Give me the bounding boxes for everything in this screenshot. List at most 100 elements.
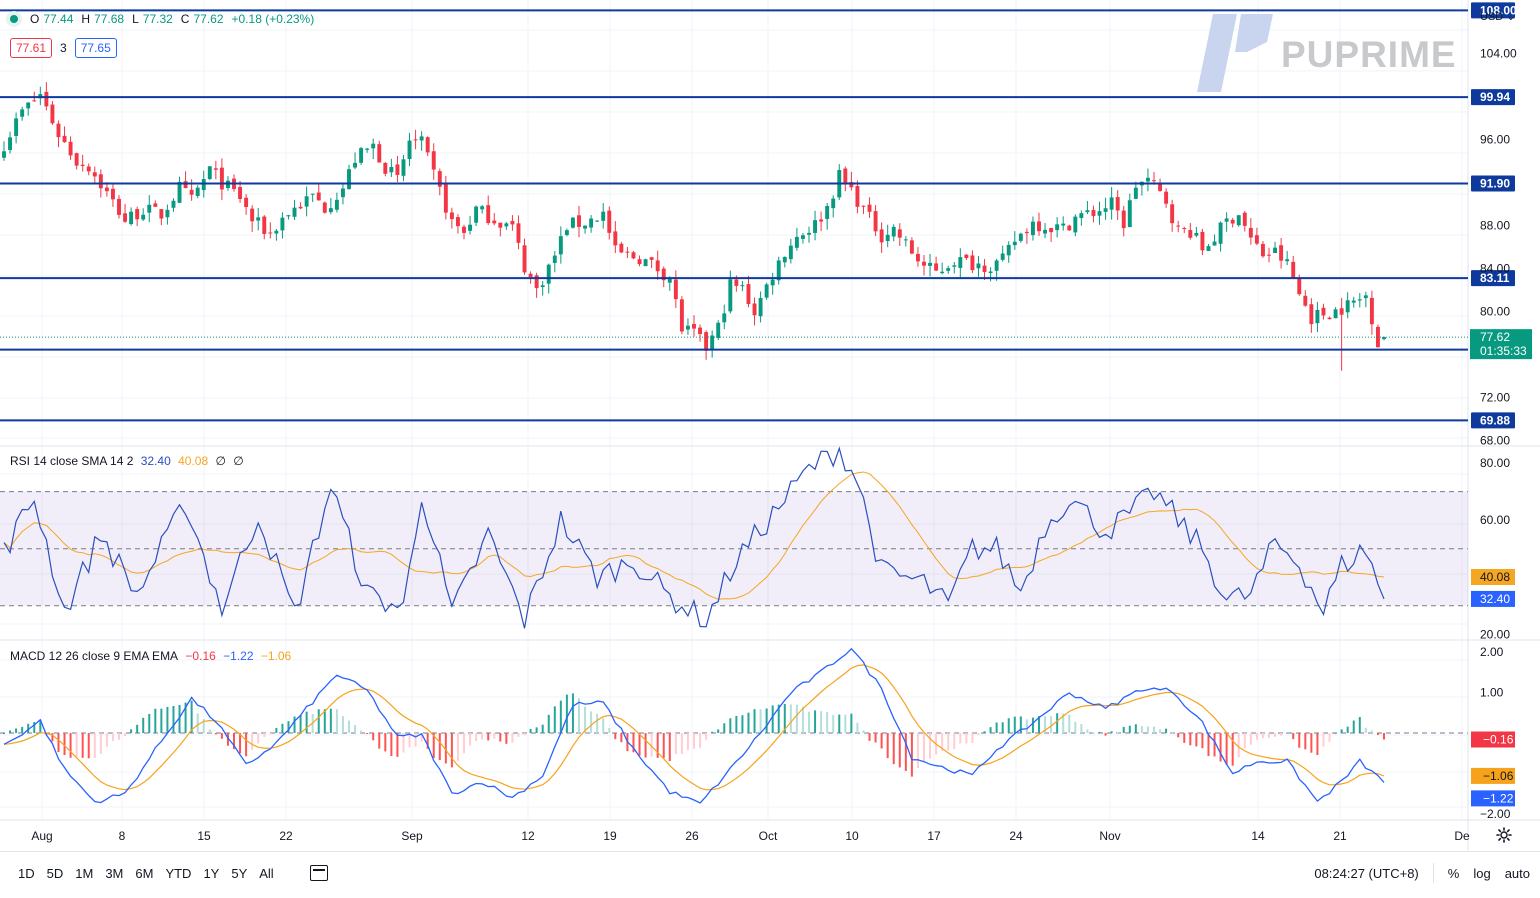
candle [607, 206, 612, 240]
macd-value-tag-label: −1.22 [1483, 791, 1514, 805]
timeframe-5y[interactable]: 5Y [231, 865, 248, 881]
candle [782, 256, 787, 268]
time-axis-tick: Sep [401, 829, 423, 843]
candle [213, 160, 218, 180]
candle-body [1194, 232, 1199, 236]
candle-body [534, 275, 539, 289]
brand-logo: PUPRIME [1195, 12, 1475, 94]
rsi-sma-tag [1471, 569, 1515, 586]
candle-body [770, 279, 775, 286]
macd-histogram-bar [21, 726, 24, 734]
macd-histogram-bar [741, 715, 744, 734]
time-axis-tick: 17 [927, 829, 941, 843]
candle-body [110, 188, 115, 200]
candle [56, 120, 61, 148]
timeframe-6m[interactable]: 6M [135, 865, 154, 881]
candle-body [813, 220, 818, 233]
macd-histogram-bar [1280, 733, 1283, 736]
macd-histogram-bar [105, 733, 108, 747]
sell-price-button[interactable]: 77.61 [10, 38, 53, 58]
level-price-tag [1471, 412, 1515, 429]
macd-histogram-bar [456, 733, 459, 762]
candle-body [50, 104, 55, 124]
candle-body [44, 91, 49, 107]
candle-body [92, 172, 97, 177]
timeframe-all[interactable]: All [259, 865, 274, 881]
macd-histogram-bar [1364, 727, 1367, 734]
candle-body [437, 171, 442, 187]
candle-body [189, 189, 194, 195]
macd-histogram-bar [251, 733, 254, 750]
candle [716, 320, 721, 341]
candle-body [449, 212, 454, 220]
timeframe-3m[interactable]: 3M [105, 865, 124, 881]
candle [788, 238, 793, 264]
macd-histogram-bar [226, 733, 229, 746]
buy-price-button[interactable]: 77.65 [74, 38, 117, 58]
macd-histogram-bar [118, 733, 120, 740]
macd-histogram-bar [275, 727, 278, 734]
macd-histogram-bar [81, 733, 84, 758]
macd-axis-tick: 2.00 [1480, 645, 1504, 659]
timeframe-1y[interactable]: 1Y [203, 865, 220, 881]
date-range-icon[interactable] [309, 865, 328, 881]
candle [1176, 220, 1181, 233]
candle-body [135, 209, 140, 220]
candle-body [1164, 191, 1169, 204]
candle-body [946, 268, 951, 271]
auto-scale-toggle[interactable]: auto [1504, 865, 1530, 881]
candle [395, 155, 400, 183]
candle-body [443, 184, 448, 213]
percent-scale-toggle[interactable]: % [1447, 865, 1460, 881]
candle-body [256, 217, 261, 221]
candle [123, 203, 128, 223]
time-axis-tick: 12 [521, 829, 535, 843]
candle [147, 195, 152, 223]
macd-histogram-bar [832, 714, 835, 734]
macd-histogram-bar [202, 719, 205, 734]
candle [698, 324, 703, 342]
rsi-value-tag [1471, 590, 1515, 607]
candle-body [685, 325, 690, 330]
candle [462, 224, 466, 240]
macd-histogram-bar [674, 733, 677, 755]
candle-body [934, 263, 939, 271]
candle [129, 207, 134, 226]
settings-gear-icon[interactable] [1496, 827, 1512, 843]
log-scale-toggle[interactable]: log [1473, 865, 1491, 881]
macd-histogram-bar [287, 721, 290, 734]
candle-body [552, 255, 557, 263]
macd-legend: MACD 12 26 close 9 EMA EMA −0.16 −1.22 −… [10, 649, 295, 663]
candle-body [1152, 180, 1156, 182]
candle-body [250, 208, 255, 222]
timeframe-5d[interactable]: 5D [46, 865, 64, 881]
candle-body [776, 260, 781, 281]
candle [855, 180, 860, 214]
candle [177, 176, 182, 203]
candle-body [292, 207, 297, 217]
timeframe-ytd[interactable]: YTD [165, 865, 192, 881]
macd-histogram-bar [547, 714, 550, 734]
currency-selector[interactable]: USD ⌄ [1480, 10, 1516, 23]
macd-histogram-bar [814, 710, 817, 734]
candle-body [667, 278, 672, 283]
candle-body [1061, 223, 1066, 226]
candle-body [68, 141, 73, 156]
timeframe-1m[interactable]: 1M [75, 865, 94, 881]
macd-histogram-bar [862, 730, 865, 734]
candle-body [764, 284, 769, 298]
candle-body [1000, 253, 1005, 260]
macd-histogram-bar [214, 733, 217, 735]
candle [135, 206, 140, 227]
rsi-empty-2: ∅ [233, 454, 244, 468]
candle [1248, 218, 1253, 245]
candle [468, 215, 473, 235]
candle [74, 152, 79, 170]
timeframe-1d[interactable]: 1D [18, 865, 35, 881]
macd-histogram-bar [614, 733, 617, 740]
candle-body [1024, 231, 1029, 234]
candle-body [238, 187, 243, 199]
candle-body [922, 261, 926, 266]
